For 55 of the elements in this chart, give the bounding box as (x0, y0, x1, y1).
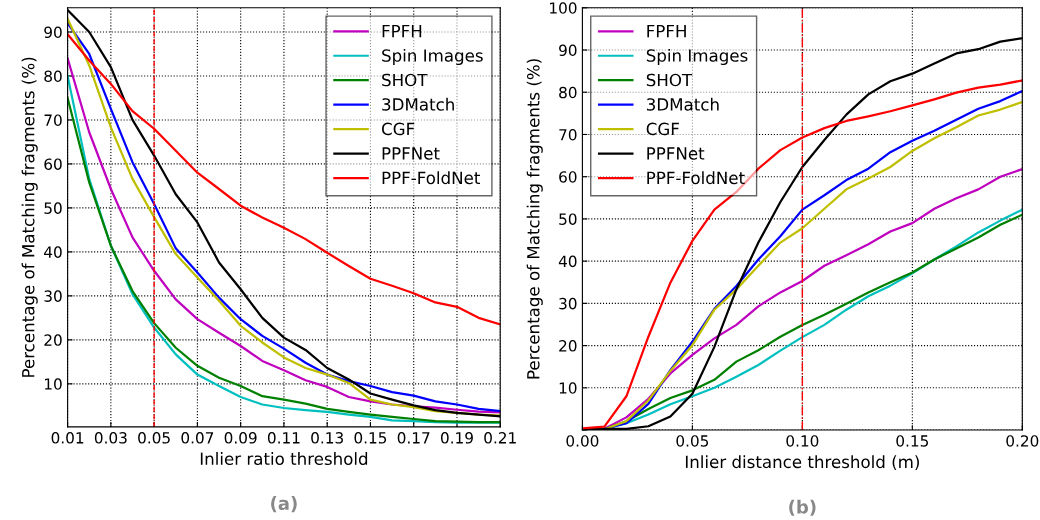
text: (b) (789, 499, 816, 516)
x-tick-label: 0.05 (676, 435, 709, 447)
x-tick-label: 0.10 (786, 435, 819, 447)
legend-label: CGF (646, 122, 679, 136)
y-tick-label: 90 (44, 26, 62, 39)
x-tick-label: 0.03 (94, 432, 127, 444)
legend-label: 3DMatch (647, 97, 719, 111)
x-tick-label: 0.15 (896, 435, 929, 447)
y-tick-label: 40 (44, 246, 62, 258)
x-tick-label: 0.21 (484, 432, 516, 444)
legend-label: Spin Images (646, 48, 748, 66)
legend-label: CGF (381, 122, 415, 136)
legend-label: PPF-FoldNet (382, 171, 480, 185)
y-axis-title: Percentage of Matching fragments (%) (21, 57, 38, 377)
x-tick-label: 0.17 (397, 432, 430, 444)
legend-label: Spin Images (382, 48, 483, 66)
y-tick-label: 70 (559, 128, 577, 141)
x-tick-label: 0.13 (311, 432, 343, 444)
x-tick-label: 0.11 (267, 432, 300, 444)
y-tick-label: 90 (559, 44, 577, 57)
y-tick-label: 60 (559, 171, 577, 183)
y-tick-label: 70 (44, 114, 62, 126)
y-tick-label: 20 (44, 334, 62, 346)
y-axis-title: Percentage of Matching fragments (%) (526, 59, 543, 379)
x-tick-label: 0.01 (51, 432, 84, 444)
legend-label: PPF-FoldNet (647, 171, 745, 185)
legend-label: PPFNet (382, 147, 440, 160)
x-axis-title: Inlier distance threshold (m) (685, 455, 919, 471)
x-tick-label: 0.15 (354, 432, 387, 444)
y-tick-label: 60 (44, 158, 62, 170)
legend-label: SHOT (382, 73, 428, 87)
x-tick-label: 0.20 (1006, 435, 1039, 447)
y-tick-label: 30 (44, 290, 62, 302)
y-tick-label: 100 (550, 2, 577, 14)
x-tick-label: 0.00 (566, 435, 599, 447)
legend-label: SHOT (646, 73, 693, 87)
y-tick-label: 20 (559, 340, 577, 352)
y-tick-label: 80 (44, 70, 62, 82)
x-tick-label: 0.05 (138, 432, 170, 444)
legend-label: FPFH (382, 24, 422, 38)
legend-label: 3DMatch (382, 97, 454, 111)
text: (a) (271, 496, 297, 513)
y-tick-label: 40 (558, 255, 577, 268)
legend-label: FPFH (647, 24, 686, 38)
legend-label: PPFNet (647, 147, 705, 160)
y-tick-label: 50 (44, 202, 62, 214)
x-tick-label: 0.07 (181, 432, 214, 444)
x-axis-title: Inlier ratio threshold (200, 452, 368, 466)
x-tick-label: 0.19 (440, 432, 473, 444)
y-tick-label: 80 (559, 86, 577, 99)
y-tick-label: 10 (559, 382, 577, 394)
y-tick-label: 50 (559, 213, 577, 225)
y-tick-label: 30 (559, 297, 577, 310)
y-tick-label: 10 (44, 378, 62, 390)
x-tick-label: 0.09 (224, 432, 257, 444)
